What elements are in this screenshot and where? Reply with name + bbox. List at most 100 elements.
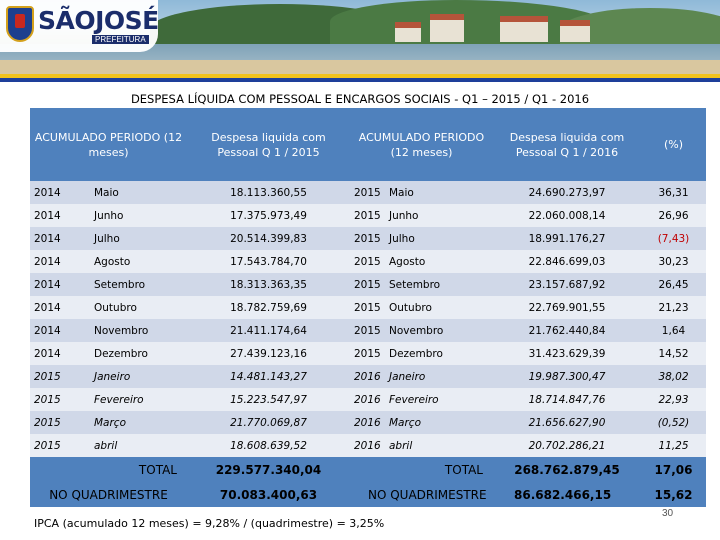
value-2015-cell: 18.608.639,52 (187, 434, 350, 457)
blue-stripe (0, 78, 720, 82)
table-row: 2014 Setembro 18.313.363,35 2015 Setembro 23.… (30, 273, 706, 296)
month-2016-cell: Setembro (385, 273, 493, 296)
page-number: 30 (662, 508, 674, 519)
value-2015-cell: 18.313.363,35 (187, 273, 350, 296)
year-2016-cell: 2016 (350, 434, 385, 457)
header-despesa-2015: Despesa liquida com Pessoal Q 1 / 2015 (187, 108, 350, 181)
month-2015-cell: abril (90, 434, 187, 457)
total-value-2015: 229.577.340,04 (187, 457, 350, 482)
percent-cell: 26,45 (641, 273, 706, 296)
table-row: 2015 abril 18.608.639,52 2016 abril 20.702.28… (30, 434, 706, 457)
quadrimestre-value-2016: 86.682.466,15 (514, 487, 612, 502)
value-2016-cell: 20.702.286,21 (493, 434, 641, 457)
month-2015-cell: Dezembro (90, 342, 187, 365)
quadrimestre-row: NO QUADRIMESTRE 70.083.400,63 NO QUADRIM… (30, 482, 706, 507)
total-value-2016: 268.762.879,45 (493, 457, 641, 482)
year-2016-cell: 2015 (350, 342, 385, 365)
total-row: TOTAL 229.577.340,04 TOTAL 268.762.879,4… (30, 457, 706, 482)
value-2015-cell: 18.782.759,69 (187, 296, 350, 319)
value-2016-cell: 18.714.847,76 (493, 388, 641, 411)
quadrimestre-label-left: NO QUADRIMESTRE (30, 482, 187, 507)
table-row: 2014 Novembro 21.411.174,64 2015 Novembro 21.… (30, 319, 706, 342)
percent-cell: 14,52 (641, 342, 706, 365)
month-2016-cell: Dezembro (385, 342, 493, 365)
month-2015-cell: Outubro (90, 296, 187, 319)
year-2016-cell: 2016 (350, 411, 385, 434)
percent-cell: 21,23 (641, 296, 706, 319)
quadrimestre-label-and-value-2016: NO QUADRIMESTRE 86.682.466,15 (350, 482, 641, 507)
percent-cell: (7,43) (641, 227, 706, 250)
value-2016-cell: 23.157.687,92 (493, 273, 641, 296)
banner-house (560, 20, 590, 42)
table-header-row: ACUMULADO PERIODO (12 meses) Despesa liq… (30, 108, 706, 181)
header-despesa-2016: Despesa liquida com Pessoal Q 1 / 2016 (493, 108, 641, 181)
expense-table: ACUMULADO PERIODO (12 meses) Despesa liq… (30, 108, 706, 507)
year-2015-cell: 2015 (30, 388, 90, 411)
header-percent: (%) (641, 108, 706, 181)
city-crest-icon (6, 6, 34, 42)
year-2015-cell: 2014 (30, 319, 90, 342)
value-2015-cell: 15.223.547,97 (187, 388, 350, 411)
percent-cell: 26,96 (641, 204, 706, 227)
page-title: DESPESA LÍQUIDA COM PESSOAL E ENCARGOS S… (130, 92, 590, 106)
percent-cell: 11,25 (641, 434, 706, 457)
table-row: 2015 Janeiro 14.481.143,27 2016 Janeiro 19.98… (30, 365, 706, 388)
value-2016-cell: 22.060.008,14 (493, 204, 641, 227)
banner-house (395, 22, 421, 42)
year-2015-cell: 2015 (30, 411, 90, 434)
value-2015-cell: 14.481.143,27 (187, 365, 350, 388)
value-2016-cell: 21.656.627,90 (493, 411, 641, 434)
total-label-right: TOTAL (350, 457, 493, 482)
month-2016-cell: Novembro (385, 319, 493, 342)
month-2016-cell: Junho (385, 204, 493, 227)
banner-house (500, 16, 548, 42)
banner-house (430, 14, 464, 42)
logo: SÃOJOSÉ PREFEITURA (0, 0, 159, 52)
banner-beach (0, 60, 720, 74)
month-2016-cell: Julho (385, 227, 493, 250)
year-2016-cell: 2015 (350, 181, 385, 204)
month-2016-cell: Agosto (385, 250, 493, 273)
month-2015-cell: Julho (90, 227, 187, 250)
year-2016-cell: 2015 (350, 319, 385, 342)
year-2016-cell: 2015 (350, 204, 385, 227)
month-2016-cell: Outubro (385, 296, 493, 319)
value-2016-cell: 31.423.629,39 (493, 342, 641, 365)
value-2016-cell: 22.846.699,03 (493, 250, 641, 273)
year-2015-cell: 2015 (30, 434, 90, 457)
logo-name: SÃOJOSÉ (38, 6, 159, 35)
value-2016-cell: 19.987.300,47 (493, 365, 641, 388)
year-2016-cell: 2015 (350, 227, 385, 250)
yellow-stripe (0, 74, 720, 78)
year-2015-cell: 2014 (30, 273, 90, 296)
table-row: 2014 Julho 20.514.399,83 2015 Julho 18.991.17… (30, 227, 706, 250)
year-2015-cell: 2014 (30, 342, 90, 365)
percent-cell: 36,31 (641, 181, 706, 204)
year-2015-cell: 2014 (30, 204, 90, 227)
value-2015-cell: 21.411.174,64 (187, 319, 350, 342)
value-2016-cell: 22.769.901,55 (493, 296, 641, 319)
table-row: 2014 Outubro 18.782.759,69 2015 Outubro 22.76… (30, 296, 706, 319)
total-label-left: TOTAL (30, 457, 187, 482)
month-2016-cell: Fevereiro (385, 388, 493, 411)
month-2015-cell: Novembro (90, 319, 187, 342)
month-2016-cell: Março (385, 411, 493, 434)
year-2015-cell: 2014 (30, 227, 90, 250)
value-2015-cell: 21.770.069,87 (187, 411, 350, 434)
month-2015-cell: Maio (90, 181, 187, 204)
logo-subtitle: PREFEITURA (92, 35, 149, 44)
year-2016-cell: 2015 (350, 273, 385, 296)
value-2016-cell: 21.762.440,84 (493, 319, 641, 342)
value-2016-cell: 24.690.273,97 (493, 181, 641, 204)
table-row: 2014 Dezembro 27.439.123,16 2015 Dezembro 31.… (30, 342, 706, 365)
value-2016-cell: 18.991.176,27 (493, 227, 641, 250)
year-2015-cell: 2014 (30, 181, 90, 204)
table-row: 2014 Maio 18.113.360,55 2015 Maio 24.690.273,… (30, 181, 706, 204)
percent-cell: 1,64 (641, 319, 706, 342)
percent-cell: 38,02 (641, 365, 706, 388)
table-row: 2014 Agosto 17.543.784,70 2015 Agosto 22.846.… (30, 250, 706, 273)
header-banner: SÃOJOSÉ PREFEITURA (0, 0, 720, 74)
year-2016-cell: 2015 (350, 250, 385, 273)
month-2015-cell: Junho (90, 204, 187, 227)
year-2016-cell: 2016 (350, 388, 385, 411)
